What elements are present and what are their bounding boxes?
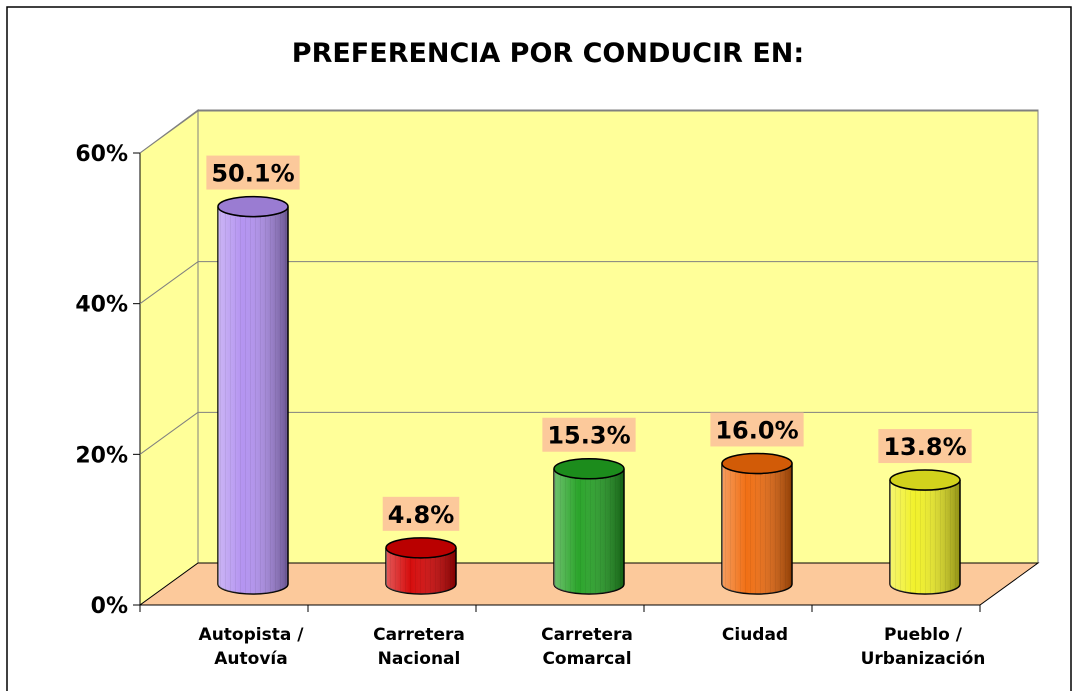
data-label: 50.1% xyxy=(211,160,294,188)
x-tick-label: Pueblo / Urbanización xyxy=(861,625,986,669)
x-tick-label: Ciudad xyxy=(722,625,788,645)
x-tick-label-line: Carretera xyxy=(373,625,465,645)
y-tick-label: 20% xyxy=(75,443,128,468)
bar-top xyxy=(385,537,457,559)
data-label-box xyxy=(206,155,300,190)
x-tick-label-line: Urbanización xyxy=(861,649,986,669)
side-wall xyxy=(139,109,199,606)
data-label-box xyxy=(710,412,804,447)
bar-ribs xyxy=(218,206,288,594)
bar-top-shade xyxy=(890,470,960,491)
x-tick-label-line: Autovía xyxy=(214,649,287,669)
bar-top xyxy=(553,457,625,480)
x-tick-label: Carretera Comarcal xyxy=(541,625,633,669)
bar-top-shade xyxy=(386,537,456,558)
bar-top-shade xyxy=(722,453,792,474)
x-tick-label-line: Comarcal xyxy=(542,649,631,669)
bar-top xyxy=(721,452,793,475)
bar-ribs xyxy=(554,468,624,594)
data-label: 16.0% xyxy=(715,416,798,444)
y-tick-label: 40% xyxy=(75,293,128,318)
data-label: 13.8% xyxy=(883,433,966,461)
bar-ribs xyxy=(386,547,456,594)
bar-top xyxy=(217,195,289,218)
grid-line xyxy=(139,411,199,455)
bar-ribs xyxy=(722,463,792,594)
grid-line xyxy=(139,110,199,154)
x-tick-label-line: Pueblo / xyxy=(884,625,963,645)
data-label-box xyxy=(878,429,972,464)
data-label: 15.3% xyxy=(547,422,630,450)
bar-top-shade xyxy=(218,196,288,217)
x-tick-label-line: Ciudad xyxy=(722,625,788,645)
bar-top xyxy=(889,469,961,491)
x-tick-label-line: Carretera xyxy=(541,625,633,645)
data-label-box xyxy=(542,417,636,452)
x-tick-label-line: Autopista / xyxy=(199,625,305,645)
grid-line xyxy=(139,261,199,305)
data-label-box xyxy=(382,496,460,531)
bar-top-shade xyxy=(554,458,624,479)
x-tick-label: Autopista / Autovía xyxy=(199,625,305,669)
bar-ribs xyxy=(890,480,960,594)
chart-title: PREFERENCIA POR CONDUCIR EN: xyxy=(292,38,804,69)
x-tick-label: Carretera Nacional xyxy=(373,625,465,669)
y-tick-label: 0% xyxy=(91,594,128,619)
data-label: 4.8% xyxy=(388,501,455,529)
x-tick-label-line: Nacional xyxy=(378,649,461,669)
y-tick-label: 60% xyxy=(75,142,128,167)
